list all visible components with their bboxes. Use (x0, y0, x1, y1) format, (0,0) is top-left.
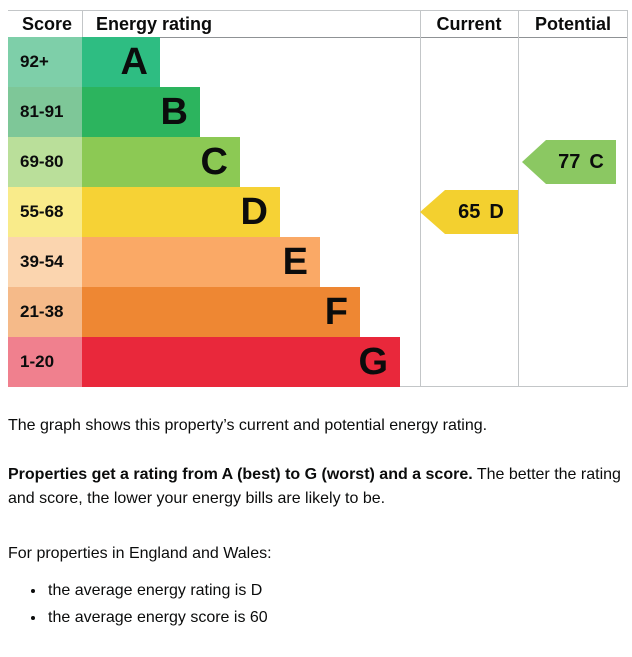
band-bar-a: A (82, 37, 160, 87)
score-range-b: 81-91 (8, 87, 82, 137)
left-pointer-icon (420, 190, 518, 234)
current-score: 65 (458, 200, 481, 223)
band-bar-e: E (82, 237, 320, 287)
potential-rating-label: 77 C (546, 140, 616, 184)
current-rating-label: 65 D (444, 190, 518, 234)
energy-rating-chart: Score Energy rating Current Potential 92… (8, 10, 628, 387)
potential-rating-arrow: 77 C (522, 140, 616, 184)
score-range-e: 39-54 (8, 237, 82, 287)
graph-description: The graph shows this property’s current … (8, 417, 488, 434)
current-column-divider (420, 10, 421, 387)
potential-score: 77 (558, 150, 581, 173)
rating-explanation-bold: Properties get a rating from A (best) to… (8, 466, 473, 483)
score-range-d: 55-68 (8, 187, 82, 237)
band-letter-f: F (324, 291, 348, 333)
band-row-f: 21-38 F (8, 287, 420, 337)
potential-band: C (589, 150, 604, 173)
score-range-f: 21-38 (8, 287, 82, 337)
band-row-g: 1-20 G (8, 337, 420, 387)
rating-explanation-rest: The better the rating and score, the low… (8, 466, 621, 507)
band-letter-e: E (282, 241, 308, 283)
table-top-border (8, 10, 628, 11)
description-text: The graph shows this property’s current … (8, 414, 624, 633)
band-letter-g: G (358, 341, 388, 383)
averages-list: the average energy rating is D the avera… (8, 579, 624, 630)
band-letter-c: C (200, 141, 228, 183)
list-item: the average energy rating is D (46, 579, 624, 603)
score-range-c: 69-80 (8, 137, 82, 187)
band-rows: 92+ A 81-91 B 69-80 C 55-68 D 39-54 E 21… (8, 37, 420, 387)
column-header-energy-rating: Energy rating (96, 14, 213, 34)
band-row-d: 55-68 D (8, 187, 420, 237)
column-header-potential: Potential (534, 14, 611, 34)
rating-explanation: Properties get a rating from A (best) to… (8, 463, 624, 511)
potential-column-divider (518, 10, 519, 387)
band-letter-a: A (120, 41, 148, 83)
band-bar-c: C (82, 137, 240, 187)
score-range-a: 92+ (8, 37, 82, 87)
current-band: D (489, 200, 504, 223)
band-row-e: 39-54 E (8, 237, 420, 287)
band-letter-d: D (240, 191, 268, 233)
score-column-divider (82, 10, 83, 37)
band-bar-b: B (82, 87, 200, 137)
list-item: the average energy score is 60 (46, 606, 624, 630)
score-range-g: 1-20 (8, 337, 82, 387)
band-bar-f: F (82, 287, 360, 337)
table-right-border (627, 10, 628, 387)
band-bar-d: D (82, 187, 280, 237)
averages-intro: For properties in England and Wales: (8, 545, 272, 562)
band-row-a: 92+ A (8, 37, 420, 87)
band-row-c: 69-80 C (8, 137, 420, 187)
band-bar-g: G (82, 337, 400, 387)
left-pointer-icon (522, 140, 616, 184)
band-row-b: 81-91 B (8, 87, 420, 137)
column-header-current: Current (436, 14, 502, 34)
current-rating-arrow: 65 D (420, 190, 518, 234)
band-letter-b: B (160, 91, 188, 133)
column-header-score: Score (22, 14, 73, 34)
header-bottom-border (8, 37, 628, 38)
